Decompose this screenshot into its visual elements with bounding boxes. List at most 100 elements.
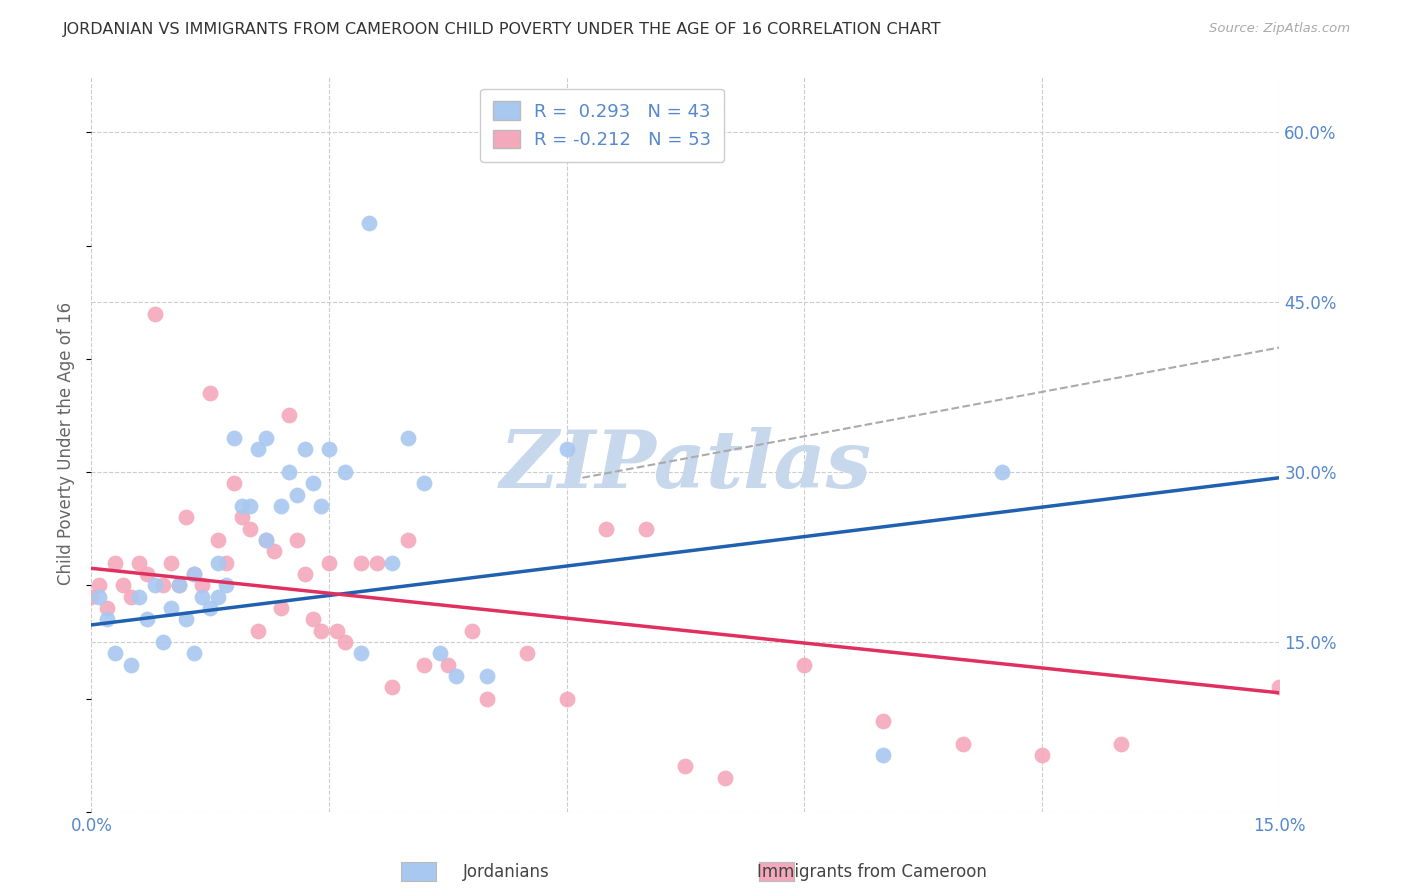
Point (135, 612, 157, 626)
Point (159, 601, 181, 615)
Point (333, 465, 356, 479)
Point (302, 476, 325, 491)
Point (278, 409, 301, 423)
Point (634, 522, 657, 536)
Point (176, 510, 198, 524)
Point (239, 499, 262, 513)
Point (413, 476, 436, 491)
Text: Immigrants from Cameroon: Immigrants from Cameroon (756, 863, 987, 881)
Point (120, 590, 142, 604)
Point (396, 533, 419, 547)
Point (555, 442, 578, 457)
Point (135, 566, 157, 581)
Point (294, 442, 316, 457)
Point (128, 556, 150, 570)
Point (246, 442, 269, 457)
Point (128, 590, 150, 604)
Point (318, 556, 340, 570)
Point (357, 216, 380, 230)
Point (294, 566, 316, 581)
Point (207, 556, 229, 570)
Point (477, 669, 499, 683)
Point (413, 657, 436, 672)
Point (191, 578, 214, 592)
Point (231, 510, 253, 524)
Point (270, 499, 292, 513)
Point (477, 691, 499, 706)
Point (104, 646, 127, 660)
Point (207, 533, 229, 547)
Point (254, 431, 277, 445)
Text: Source: ZipAtlas.com: Source: ZipAtlas.com (1209, 22, 1350, 36)
Point (444, 669, 467, 683)
Point (167, 578, 190, 592)
Point (222, 476, 245, 491)
Point (714, 771, 737, 785)
Point (952, 737, 974, 751)
Point (254, 533, 277, 547)
Point (555, 691, 578, 706)
Point (200, 385, 222, 400)
Point (89, 578, 111, 592)
Point (191, 590, 214, 604)
Point (673, 759, 696, 773)
Point (80, 590, 103, 604)
Point (396, 431, 419, 445)
Point (207, 590, 229, 604)
Point (793, 657, 815, 672)
Point (89, 590, 111, 604)
Point (183, 646, 205, 660)
Point (263, 544, 285, 558)
Point (326, 624, 349, 638)
Point (429, 646, 451, 660)
Text: ZIPatlas: ZIPatlas (499, 427, 872, 505)
Point (254, 533, 277, 547)
Point (285, 488, 308, 502)
Point (350, 556, 373, 570)
Point (120, 657, 142, 672)
Point (318, 442, 340, 457)
Point (96, 612, 118, 626)
Point (152, 635, 174, 649)
Point (381, 556, 404, 570)
Legend: R =  0.293   N = 43, R = -0.212   N = 53: R = 0.293 N = 43, R = -0.212 N = 53 (481, 88, 724, 161)
Point (309, 499, 332, 513)
Point (176, 612, 198, 626)
Point (104, 556, 127, 570)
Point (333, 635, 356, 649)
Point (285, 533, 308, 547)
Point (1268, 680, 1291, 694)
Point (1109, 737, 1132, 751)
Point (231, 499, 253, 513)
Point (366, 556, 388, 570)
Point (143, 307, 166, 321)
Point (183, 566, 205, 581)
Text: Jordanians: Jordanians (463, 863, 550, 881)
Point (215, 578, 238, 592)
Point (159, 556, 181, 570)
Y-axis label: Child Poverty Under the Age of 16: Child Poverty Under the Age of 16 (58, 302, 76, 585)
Point (460, 624, 482, 638)
Point (143, 578, 166, 592)
Point (436, 657, 458, 672)
Point (200, 601, 222, 615)
Point (167, 578, 190, 592)
Point (872, 748, 894, 763)
Point (270, 601, 292, 615)
Point (1031, 748, 1053, 763)
Point (302, 612, 325, 626)
Point (239, 522, 262, 536)
Point (278, 465, 301, 479)
Point (222, 431, 245, 445)
Point (152, 578, 174, 592)
Point (872, 714, 894, 728)
Point (309, 624, 332, 638)
Point (96, 601, 118, 615)
Point (350, 646, 373, 660)
Point (516, 646, 538, 660)
Point (112, 578, 135, 592)
Point (183, 566, 205, 581)
Point (215, 556, 238, 570)
Point (991, 465, 1014, 479)
Point (381, 680, 404, 694)
